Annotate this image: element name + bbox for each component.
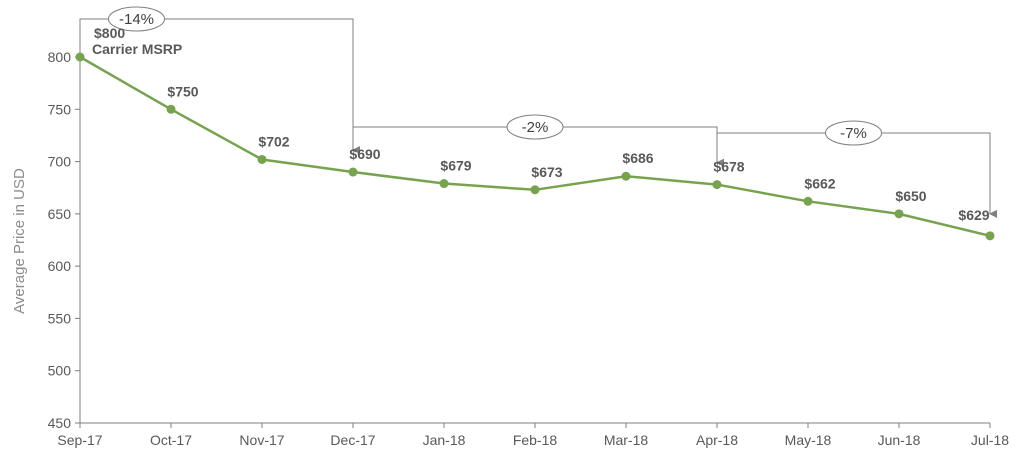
- x-tick-label: Feb-18: [513, 432, 558, 448]
- y-tick-label: 450: [48, 415, 72, 431]
- data-label: $800: [94, 25, 125, 41]
- change-bracket: [717, 132, 997, 218]
- change-label: -2%: [522, 119, 549, 136]
- x-tick-label: May-18: [785, 432, 832, 448]
- change-label: -7%: [840, 125, 867, 142]
- data-label: $679: [440, 158, 471, 174]
- change-label: -14%: [119, 11, 154, 28]
- data-label: $750: [167, 83, 198, 99]
- data-label: $673: [531, 164, 562, 180]
- data-label: $662: [804, 175, 835, 191]
- data-label: $686: [622, 150, 653, 166]
- y-tick-label: 500: [48, 363, 72, 379]
- x-tick-label: Sep-17: [57, 432, 102, 448]
- data-point: [712, 180, 722, 190]
- change-label-oval: [506, 114, 564, 140]
- data-point: [348, 167, 358, 177]
- data-labels: $800 $750 $702 $690 $679 $673 $686 $678 $662 $650…: [92, 25, 990, 223]
- data-point: [894, 209, 904, 219]
- y-tick-label: 750: [48, 101, 72, 117]
- data-point: [75, 52, 85, 62]
- price-series: [75, 52, 995, 241]
- data-point: [439, 179, 449, 189]
- x-tick-label: Nov-17: [239, 432, 284, 448]
- change-label-oval: [825, 120, 882, 146]
- series-line: [79, 55, 991, 238]
- data-label: $690: [349, 146, 380, 162]
- change-callouts: -14% -2% -7%: [79, 6, 997, 218]
- x-tick-label: Jun-18: [878, 432, 921, 448]
- data-label: $678: [713, 159, 744, 175]
- y-tick-label: 650: [48, 206, 72, 222]
- data-point: [985, 231, 995, 241]
- change-label-oval: [108, 6, 165, 32]
- x-tick-label: Oct-17: [150, 432, 192, 448]
- x-tick-label: Dec-17: [330, 432, 375, 448]
- x-tick-label: Jul-18: [971, 432, 1009, 448]
- y-tick-label: 600: [48, 258, 72, 274]
- change-bracket: [79, 18, 360, 155]
- y-tick-label: 700: [48, 154, 72, 170]
- data-label: $702: [258, 133, 289, 149]
- data-point: [803, 196, 813, 206]
- x-axis: Sep-17 Oct-17 Nov-17 Dec-17 Jan-18 Feb-18 Mar-…: [57, 422, 1009, 448]
- y-axis: 450 500 550 600 650 700 750 800: [48, 25, 81, 431]
- data-label: $650: [895, 188, 926, 204]
- x-tick-label: Mar-18: [604, 432, 649, 448]
- data-point: [621, 171, 631, 181]
- y-tick-label: 800: [48, 49, 72, 65]
- data-label: $629: [958, 207, 989, 223]
- x-tick-label: Jan-18: [423, 432, 466, 448]
- data-point: [530, 185, 540, 195]
- y-axis-label: Average Price in USD: [11, 168, 28, 314]
- annotation-label: Carrier MSRP: [92, 41, 182, 57]
- x-tick-label: Apr-18: [696, 432, 738, 448]
- data-point: [166, 104, 176, 114]
- y-tick-label: 550: [48, 310, 72, 326]
- data-point: [257, 154, 267, 164]
